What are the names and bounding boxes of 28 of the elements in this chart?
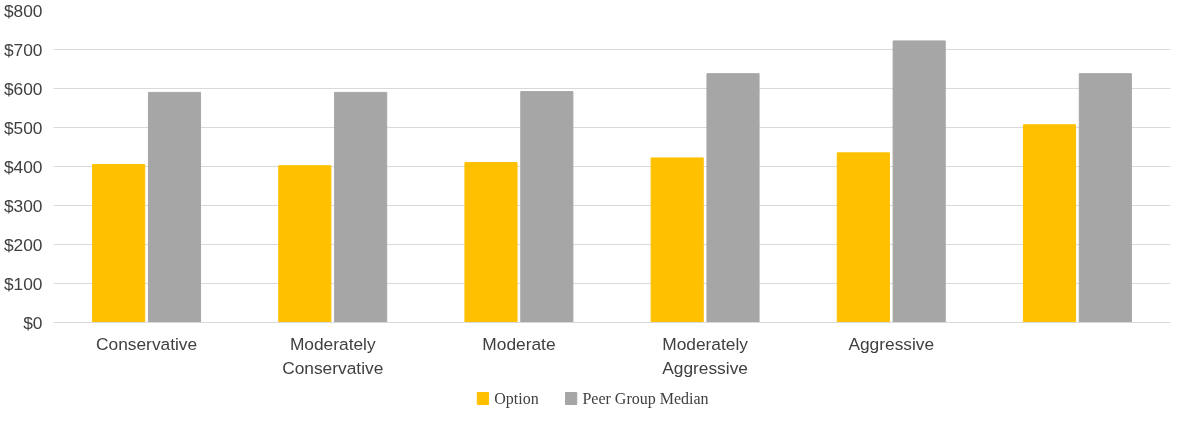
legend-label: Peer Group Median: [582, 390, 709, 408]
y-tick-label: $800: [3, 0, 43, 21]
y-tick-label: $700: [3, 39, 43, 60]
y-tick-label: $100: [3, 273, 43, 294]
bar: [92, 164, 146, 323]
x-tick-label: Moderately Conservative: [282, 333, 384, 378]
bar: [836, 152, 890, 323]
y-tick-label: $0: [23, 312, 43, 333]
x-tick-label: Conservative: [96, 333, 198, 354]
y-tick-label: $200: [3, 234, 43, 255]
bar: [706, 73, 760, 323]
bar: [1022, 124, 1077, 323]
legend-label: Option: [494, 390, 539, 408]
x-tick-label: Moderate: [482, 333, 556, 354]
y-tick-label: $400: [3, 156, 43, 177]
x-tick-label: Aggressive: [848, 333, 935, 354]
bar: [147, 91, 202, 323]
bar: [278, 165, 332, 323]
bar: [650, 157, 704, 323]
y-tick-label: $500: [3, 117, 43, 138]
x-tick-label: Moderately Aggressive: [662, 333, 749, 378]
bar: [334, 91, 388, 323]
bar: [892, 40, 946, 323]
bar: [520, 91, 574, 323]
bar: [464, 162, 518, 323]
y-tick-label: $300: [3, 195, 43, 216]
y-tick-label: $600: [3, 78, 43, 99]
bar: [1078, 73, 1132, 323]
